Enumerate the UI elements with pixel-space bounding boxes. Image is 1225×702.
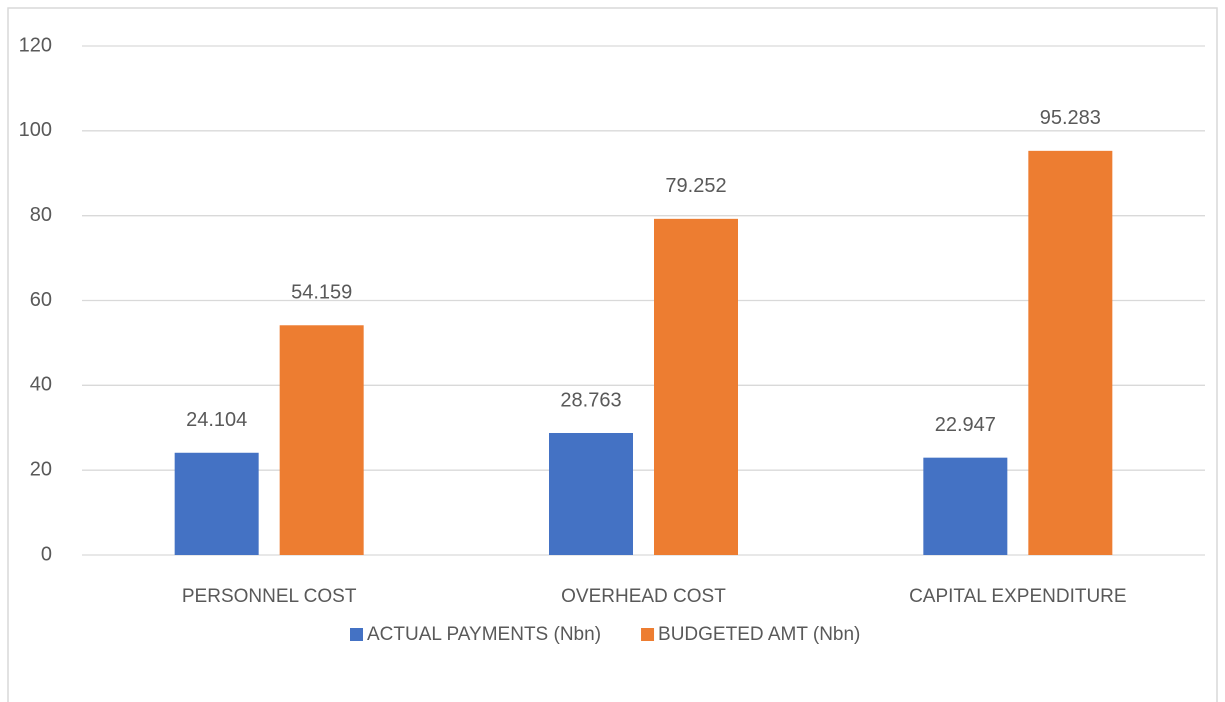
chart-border [7, 7, 1218, 702]
y-tick-label: 40 [30, 374, 52, 396]
y-tick-label: 60 [30, 289, 52, 311]
x-tick-label: CAPITAL EXPENDITURE [909, 586, 1127, 607]
data-label: 22.947 [935, 414, 996, 436]
data-label: 79.252 [665, 175, 726, 197]
y-tick-label: 120 [19, 34, 52, 56]
data-label: 28.763 [560, 389, 621, 411]
bar [654, 218, 738, 556]
bar [279, 325, 364, 555]
data-label: 24.104 [186, 409, 247, 431]
data-label: 54.159 [291, 282, 352, 304]
bar [1028, 150, 1113, 555]
legend-swatch [641, 628, 655, 641]
y-tick-label: 20 [30, 458, 52, 480]
bar [923, 457, 1008, 555]
x-tick-label: OVERHEAD COST [561, 586, 726, 607]
bar [549, 432, 633, 555]
legend-label: ACTUAL PAYMENTS (Nbn) [367, 624, 601, 645]
y-tick-label: 80 [30, 204, 52, 226]
x-tick-label: PERSONNEL COST [182, 586, 357, 607]
y-tick-label: 0 [41, 543, 52, 565]
y-tick-label: 100 [19, 119, 52, 141]
data-label: 95.283 [1040, 107, 1101, 129]
legend-label: BUDGETED AMT (Nbn) [658, 624, 860, 645]
bar [174, 452, 259, 555]
legend-swatch [350, 628, 363, 641]
